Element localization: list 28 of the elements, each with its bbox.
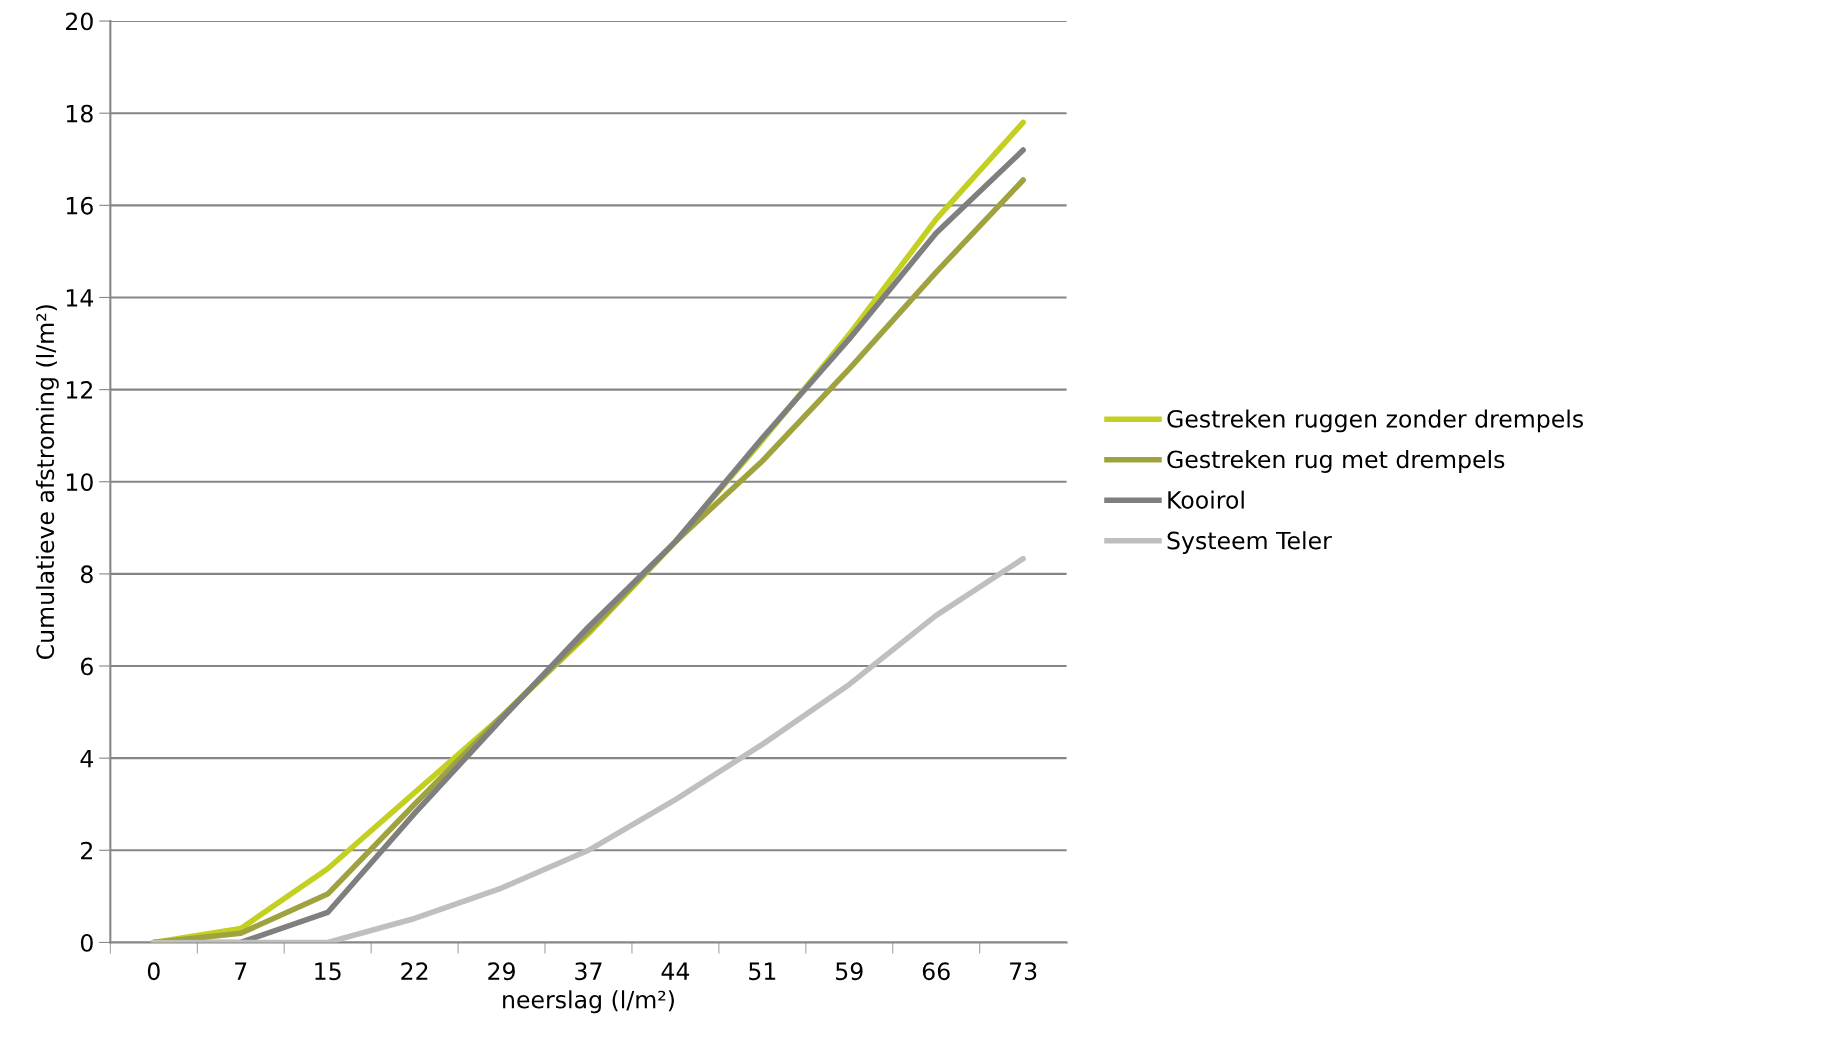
x-tick-label: 66 <box>922 962 950 981</box>
x-tick-label: 7 <box>235 962 247 980</box>
y-axis-title: Cumulatieve afstroming (l/m²) <box>35 305 59 660</box>
x-tick-label: 73 <box>1010 962 1037 981</box>
y-tick-label: 18 <box>66 104 93 123</box>
y-tick-label: 16 <box>66 196 93 215</box>
y-tick-label: 4 <box>80 749 94 768</box>
y-tick-label: 0 <box>80 933 93 952</box>
y-tick-label: 2 <box>81 841 92 860</box>
legend-label: Gestreken rug met drempels <box>1167 450 1505 473</box>
y-tick-label: 14 <box>66 289 94 307</box>
y-tick-label: 12 <box>66 381 92 399</box>
x-tick-label: 37 <box>575 962 602 981</box>
y-tick-label: 6 <box>80 657 93 676</box>
x-tick-label: 29 <box>488 962 515 981</box>
legend-label: Systeem Teler <box>1167 531 1332 555</box>
y-tick-label: 8 <box>80 565 93 584</box>
x-tick-label: 59 <box>836 962 863 981</box>
y-tick-label: 20 <box>66 12 93 31</box>
legend-label: Kooirol <box>1168 490 1244 509</box>
legend-label: Gestreken ruggen zonder drempels <box>1167 409 1584 433</box>
x-tick-label: 22 <box>401 962 428 980</box>
y-tick-label: 10 <box>66 473 93 492</box>
x-tick-label: 44 <box>661 962 690 980</box>
x-tick-label: 15 <box>315 962 341 981</box>
x-tick-label: 51 <box>749 962 776 981</box>
x-axis-title: neerslag (l/m²) <box>503 990 674 1014</box>
x-tick-label: 0 <box>147 962 160 981</box>
